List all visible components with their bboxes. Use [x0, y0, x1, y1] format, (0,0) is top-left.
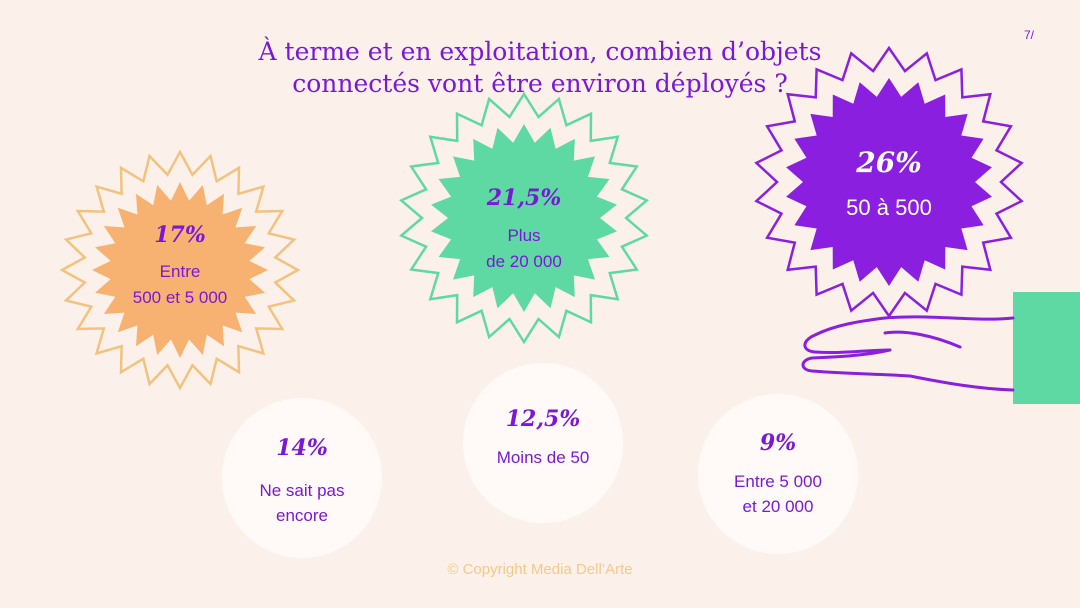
percent-label: 17% — [154, 222, 206, 248]
category-label: Moins de 50 — [497, 448, 590, 467]
data-item-moins-50: 12,5% Moins de 50 — [463, 363, 623, 523]
percent-label: 21,5% — [486, 185, 562, 211]
category-label: encore — [276, 506, 328, 525]
category-label: Entre 5 000 — [734, 472, 822, 491]
hand-outline — [801, 315, 1015, 392]
category-label: Plus — [507, 226, 540, 245]
page-title: À terme et en exploitation, combien d’ob… — [0, 36, 1080, 100]
page-number: 7/ — [1023, 28, 1034, 42]
percent-label: 14% — [276, 435, 328, 461]
data-item-plus-20000: 21,5% Plus de 20 000 — [398, 91, 650, 345]
circle-mark — [222, 398, 382, 558]
data-item-ne-sait-pas: 14% Ne sait pas encore — [222, 398, 382, 558]
starburst-outline — [59, 149, 301, 391]
category-label: Ne sait pas — [259, 481, 344, 500]
title-line-2: connectés vont être environ déployés ? — [292, 69, 788, 98]
data-item-entre-500-5000: 17% Entre 500 et 5 000 — [59, 149, 301, 391]
percent-label: 9% — [760, 430, 796, 456]
percent-label: 26% — [855, 146, 922, 179]
circle-mark — [698, 394, 858, 554]
starburst-outline — [754, 45, 1024, 319]
circle-mark — [463, 363, 623, 523]
category-label: et 20 000 — [743, 497, 814, 516]
category-label: de 20 000 — [486, 252, 562, 271]
data-item-entre-5000-20000: 9% Entre 5 000 et 20 000 — [698, 394, 858, 554]
category-label: 50 à 500 — [846, 195, 932, 220]
category-label: 500 et 5 000 — [133, 288, 228, 307]
category-label: Entre — [160, 262, 201, 281]
title-line-1: À terme et en exploitation, combien d’ob… — [258, 37, 822, 66]
hand-fingers — [883, 330, 962, 349]
open-hand-icon — [801, 292, 1080, 404]
starburst-mark — [92, 182, 268, 358]
data-item-50-500: 26% 50 à 500 — [754, 45, 1024, 319]
starburst-mark — [786, 78, 992, 286]
starburst-mark — [431, 124, 617, 312]
sleeve-cuff — [1013, 292, 1080, 404]
starburst-outline — [398, 91, 650, 345]
copyright-footer: © Copyright Media Dell’Arte — [447, 561, 633, 578]
percent-label: 12,5% — [506, 406, 581, 432]
